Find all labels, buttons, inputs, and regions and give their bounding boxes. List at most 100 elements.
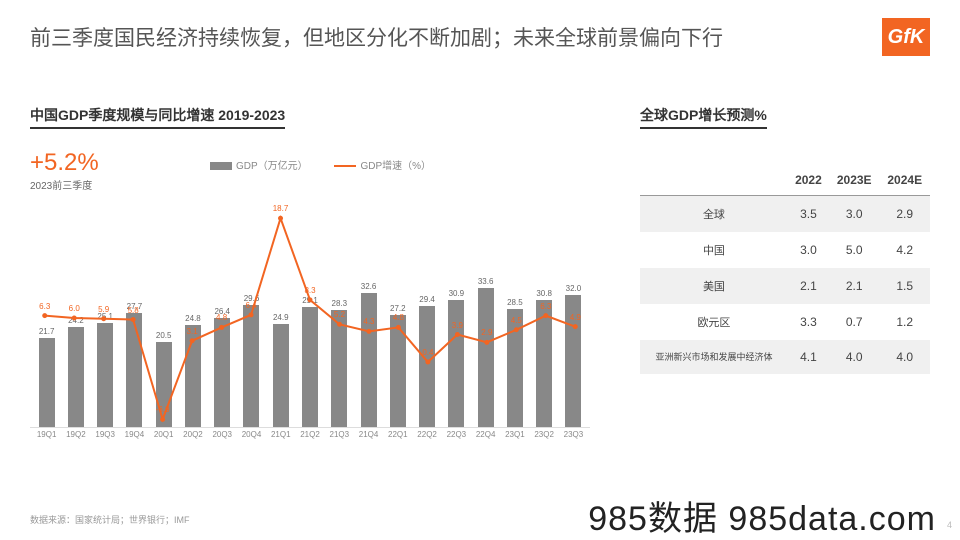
bar-value: 28.5 [507, 298, 523, 307]
bar [39, 338, 55, 428]
x-label: 19Q2 [61, 430, 90, 448]
line-value: 3.1 [187, 327, 198, 336]
cell-value: 4.0 [829, 340, 880, 374]
bar-value: 25.1 [97, 312, 113, 321]
bar-col: 24.9 [266, 313, 295, 427]
line-value: 6.3 [540, 302, 551, 311]
cell-value: 4.1 [788, 340, 829, 374]
bar [448, 300, 464, 427]
bar-value: 27.2 [390, 304, 406, 313]
gfk-logo: GfK [882, 18, 930, 56]
x-label: 21Q1 [266, 430, 295, 448]
legend-bar: GDP（万亿元） [210, 161, 308, 172]
bar-value: 24.8 [185, 314, 201, 323]
bar [97, 323, 113, 427]
x-label: 21Q3 [325, 430, 354, 448]
table-row: 欧元区3.30.71.2 [640, 304, 930, 340]
table-row: 亚洲新兴市场和发展中经济体4.14.04.0 [640, 340, 930, 374]
x-label: 21Q4 [354, 430, 383, 448]
bar-col: 29.6 [237, 294, 266, 427]
bar [302, 307, 318, 427]
line-value: 0.4 [422, 348, 433, 357]
row-label: 欧元区 [640, 304, 788, 340]
x-label: 21Q2 [295, 430, 324, 448]
bar-value: 32.6 [361, 282, 377, 291]
bar-col: 32.0 [559, 284, 588, 427]
cell-value: 3.3 [788, 304, 829, 340]
table-row: 美国2.12.11.5 [640, 268, 930, 304]
chart-title: 中国GDP季度规模与同比增速 2019-2023 [30, 105, 285, 129]
bar-value: 28.3 [332, 299, 348, 308]
bar-value: 32.0 [566, 284, 582, 293]
bar-col: 24.2 [61, 316, 90, 427]
line-value: 4.8 [393, 313, 404, 322]
cell-value: 0.7 [829, 304, 880, 340]
bar [331, 310, 347, 427]
line-value: 8.3 [304, 286, 315, 295]
table-section: 全球GDP增长预测% 20222023E2024E 全球3.53.02.9中国3… [640, 105, 930, 374]
x-label: 23Q2 [530, 430, 559, 448]
line-value: 2.9 [481, 328, 492, 337]
bar-col: 26.4 [208, 307, 237, 427]
bar-value: 30.9 [449, 289, 465, 298]
bar-value: 20.5 [156, 331, 172, 340]
bar-value: 21.7 [39, 327, 55, 336]
bar [478, 288, 494, 427]
x-label: 22Q1 [383, 430, 412, 448]
bar [390, 315, 406, 427]
legend-line: GDP增速（%） [334, 161, 431, 172]
line-value: 5.2 [334, 310, 345, 319]
bar-value: 29.4 [419, 295, 435, 304]
bar [243, 305, 259, 427]
line-value: 6.3 [39, 302, 50, 311]
bar-value: 29.1 [302, 296, 318, 305]
bar [361, 293, 377, 427]
x-label: 19Q4 [120, 430, 149, 448]
bar-col: 33.6 [471, 277, 500, 427]
cell-value: 1.2 [879, 304, 930, 340]
cell-value: 3.0 [788, 232, 829, 268]
x-label: 19Q3 [91, 430, 120, 448]
x-label: 19Q1 [32, 430, 61, 448]
line-value: 4.3 [363, 317, 374, 326]
cell-value: 1.5 [879, 268, 930, 304]
bar-col: 30.9 [442, 289, 471, 427]
line-value: 6.0 [69, 304, 80, 313]
x-label: 23Q3 [559, 430, 588, 448]
table-title: 全球GDP增长预测% [640, 105, 767, 129]
table-header: 2024E [879, 165, 930, 196]
bar-col: 27.7 [120, 302, 149, 427]
bar [68, 327, 84, 427]
line-value: 4.8 [216, 313, 227, 322]
bar-col: 32.6 [354, 282, 383, 427]
line-value: 5.8 [128, 306, 139, 315]
bar-value: 24.9 [273, 313, 289, 322]
row-label: 全球 [640, 196, 788, 233]
table-header: 2022 [788, 165, 829, 196]
bar-col: 29.4 [412, 295, 441, 427]
table-row: 全球3.53.02.9 [640, 196, 930, 233]
page-title: 前三季度国民经济持续恢复，但地区分化不断加剧；未来全球前景偏向下行 [30, 22, 723, 52]
chart-area: 21.7 24.2 25.1 27.7 20.5 24.8 26.429.6 24.9 29.1… [30, 208, 590, 448]
x-label: 20Q1 [149, 430, 178, 448]
line-value: -6.9 [156, 405, 170, 414]
line-value: 4.5 [511, 316, 522, 325]
cell-value: 2.1 [788, 268, 829, 304]
bar [536, 300, 552, 427]
chart-legend: GDP（万亿元） GDP增速（%） [210, 157, 455, 172]
x-label: 20Q3 [208, 430, 237, 448]
watermark: 985数据 985data.com [588, 491, 936, 540]
table-row: 中国3.05.04.2 [640, 232, 930, 268]
bar-value: 24.2 [68, 316, 84, 325]
bar [126, 313, 142, 427]
cell-value: 3.5 [788, 196, 829, 233]
cell-value: 4.2 [879, 232, 930, 268]
bar-col: 21.7 [32, 327, 61, 428]
bar-col: 25.1 [91, 312, 120, 427]
x-label: 22Q2 [412, 430, 441, 448]
bar [419, 306, 435, 427]
bar [214, 318, 230, 427]
row-label: 美国 [640, 268, 788, 304]
bar-col: 29.1 [295, 296, 324, 427]
forecast-table: 20222023E2024E 全球3.53.02.9中国3.05.04.2美国2… [640, 165, 930, 374]
